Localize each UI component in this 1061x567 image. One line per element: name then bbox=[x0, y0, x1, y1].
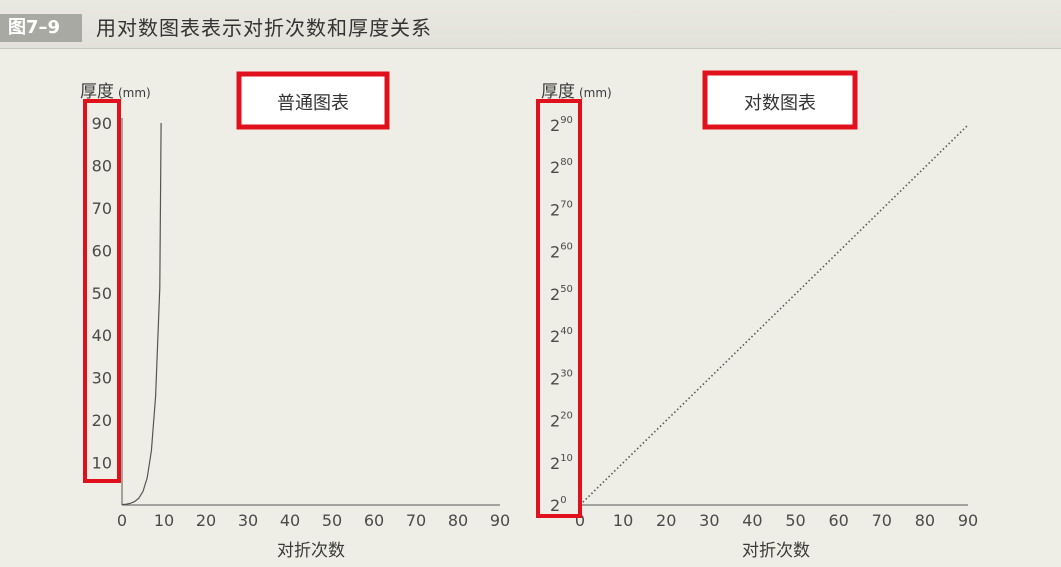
log-chart-y-tick-label: 240 bbox=[550, 326, 573, 346]
normal-chart-title-box bbox=[236, 71, 390, 130]
log-chart-series-line bbox=[579, 124, 969, 506]
log-chart: 厚度 (mm) 对折次数 202102202302402502602702802… bbox=[536, 70, 978, 561]
log-chart-x-tick-label: 90 bbox=[958, 511, 978, 530]
normal-chart-y-tick-label: 90 bbox=[92, 114, 112, 133]
log-chart-y-tick-label: 260 bbox=[550, 242, 573, 262]
figure-number: 图7–9 bbox=[0, 14, 82, 42]
normal-chart-x-tick-label: 70 bbox=[406, 511, 426, 530]
log-chart-y-tick-label: 220 bbox=[550, 411, 573, 431]
log-chart-y-tick-label: 230 bbox=[550, 368, 573, 388]
log-chart-y-tick-label: 280 bbox=[550, 157, 573, 177]
log-chart-x-tick-label: 80 bbox=[915, 511, 935, 530]
normal-chart-y-tick-label: 70 bbox=[92, 199, 112, 218]
normal-chart-x-tick-label: 60 bbox=[364, 511, 384, 530]
normal-chart-y-tick-label: 10 bbox=[92, 454, 112, 473]
normal-chart-x-tick-label: 20 bbox=[196, 511, 216, 530]
normal-chart-title: 普通图表 bbox=[277, 93, 349, 114]
normal-chart-y-tick-label: 30 bbox=[92, 369, 112, 388]
log-chart-title-box bbox=[702, 70, 858, 130]
normal-chart-ylabel: 厚度 bbox=[80, 82, 114, 102]
log-chart-ylabel-unit: (mm) bbox=[579, 86, 612, 100]
normal-chart-y-tick-label: 60 bbox=[92, 241, 112, 260]
normal-chart-y-tick-label: 40 bbox=[92, 326, 112, 345]
normal-chart-axes bbox=[121, 118, 500, 506]
log-chart-x-tick-label: 20 bbox=[656, 511, 676, 530]
log-chart-x-tick-label: 60 bbox=[828, 511, 848, 530]
log-chart-y-tick-label: 250 bbox=[550, 284, 573, 304]
log-chart-y-axis-highlight bbox=[536, 99, 582, 518]
figure-title: 用对数图表表示对折次数和厚度关系 bbox=[96, 16, 432, 40]
log-chart-axes bbox=[579, 118, 968, 506]
log-chart-x-tick-label: 0 bbox=[575, 511, 585, 530]
log-chart-ylabel: 厚度 bbox=[541, 82, 575, 102]
normal-chart-x-tick-label: 30 bbox=[238, 511, 258, 530]
log-chart-x-ticks: 0 10 20 30 40 50 60 70 80 90 bbox=[575, 511, 978, 530]
log-chart-x-tick-label: 70 bbox=[872, 511, 892, 530]
normal-chart-x-tick-label: 10 bbox=[154, 511, 174, 530]
log-chart-y-tick-label: 210 bbox=[550, 453, 573, 473]
normal-chart-xlabel: 对折次数 bbox=[277, 541, 345, 561]
normal-chart-series-line bbox=[121, 122, 162, 506]
normal-chart-y-ticks: 10 20 30 40 50 60 70 80 90 bbox=[92, 114, 112, 473]
log-chart-title: 对数图表 bbox=[744, 93, 816, 114]
figure-header: 图7–9 用对数图表表示对折次数和厚度关系 bbox=[0, 0, 1061, 49]
normal-chart-y-tick-label: 50 bbox=[92, 284, 112, 303]
log-chart-x-tick-label: 40 bbox=[742, 511, 762, 530]
log-chart-y-ticks: 20 210 220 230 240 250 260 270 280 290 bbox=[550, 115, 573, 515]
normal-chart-y-axis-highlight bbox=[83, 99, 121, 483]
normal-chart-x-tick-label: 50 bbox=[322, 511, 342, 530]
normal-chart-y-tick-label: 20 bbox=[92, 411, 112, 430]
normal-chart-ylabel-unit: (mm) bbox=[118, 86, 151, 100]
log-chart-x-tick-label: 10 bbox=[613, 511, 633, 530]
normal-chart-x-ticks: 0 10 20 30 40 50 60 70 80 90 bbox=[117, 511, 510, 530]
normal-chart-x-tick-label: 0 bbox=[117, 511, 127, 530]
normal-chart-x-tick-label: 90 bbox=[490, 511, 510, 530]
normal-chart: 厚度 (mm) 对折次数 10 20 30 40 50 60 70 80 90 0 10 20 30 4… bbox=[80, 71, 510, 561]
log-chart-xlabel: 对折次数 bbox=[742, 541, 810, 561]
normal-chart-x-tick-label: 80 bbox=[448, 511, 468, 530]
normal-chart-x-tick-label: 40 bbox=[280, 511, 300, 530]
log-chart-y-tick-label: 290 bbox=[550, 115, 573, 135]
log-chart-y-tick-label: 270 bbox=[550, 199, 573, 219]
log-chart-x-tick-label: 30 bbox=[699, 511, 719, 530]
normal-chart-y-tick-label: 80 bbox=[92, 156, 112, 175]
log-chart-y-tick-label: 20 bbox=[550, 495, 567, 515]
log-chart-x-tick-label: 50 bbox=[785, 511, 805, 530]
